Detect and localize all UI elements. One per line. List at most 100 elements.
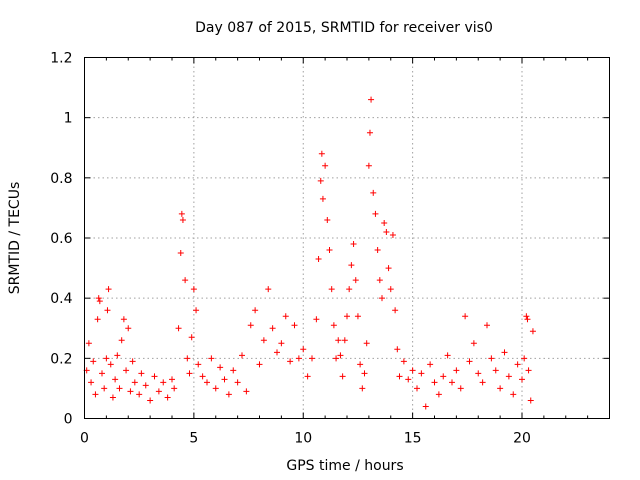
data-point xyxy=(330,322,337,329)
data-point xyxy=(92,391,99,398)
data-point xyxy=(109,394,116,401)
data-point xyxy=(212,385,219,392)
data-point xyxy=(309,355,315,362)
data-point xyxy=(328,286,335,293)
data-point xyxy=(243,388,250,395)
y-tick-label: 1 xyxy=(64,111,73,127)
data-point xyxy=(265,286,272,293)
data-point xyxy=(269,325,276,332)
data-point xyxy=(112,376,119,383)
data-point xyxy=(389,231,396,238)
data-point xyxy=(366,129,373,136)
data-point xyxy=(519,376,525,383)
data-point xyxy=(505,373,512,380)
data-point xyxy=(105,286,112,293)
data-point xyxy=(346,286,353,293)
data-point xyxy=(475,370,482,377)
data-point xyxy=(374,247,381,254)
data-point xyxy=(405,376,412,383)
data-point xyxy=(142,382,149,389)
data-point xyxy=(492,367,499,374)
data-point xyxy=(322,162,329,169)
data-point xyxy=(470,340,477,347)
data-point xyxy=(256,361,263,368)
data-point xyxy=(326,247,333,254)
data-point xyxy=(188,334,195,341)
y-tick-label: 0.4 xyxy=(50,291,72,307)
data-point xyxy=(177,250,184,257)
data-point xyxy=(514,361,521,368)
data-point xyxy=(319,195,326,202)
data-point xyxy=(385,265,392,272)
data-point xyxy=(247,322,254,329)
data-point xyxy=(381,219,388,226)
data-point xyxy=(440,373,447,380)
data-point xyxy=(341,337,348,344)
data-point xyxy=(365,162,372,169)
data-point xyxy=(361,370,368,377)
data-point xyxy=(182,277,189,284)
data-point xyxy=(116,385,123,392)
data-point xyxy=(462,313,469,320)
data-point xyxy=(99,370,105,377)
data-point xyxy=(282,313,289,320)
data-point xyxy=(103,355,110,362)
data-point xyxy=(171,385,178,392)
data-point xyxy=(127,388,134,395)
data-point xyxy=(376,277,383,284)
chart-title: Day 087 of 2015, SRMTID for receiver vis… xyxy=(195,20,493,36)
y-tick-label: 1.2 xyxy=(50,51,72,67)
data-point xyxy=(291,322,298,329)
data-point xyxy=(383,228,390,235)
data-point xyxy=(85,340,92,347)
y-tick-label: 0.8 xyxy=(50,171,72,187)
data-point xyxy=(129,358,136,365)
data-point xyxy=(392,307,399,314)
data-point xyxy=(208,355,215,362)
data-point xyxy=(521,355,528,362)
data-point xyxy=(352,277,359,284)
data-point xyxy=(372,210,379,217)
data-point xyxy=(357,361,364,368)
data-point xyxy=(151,373,158,380)
data-point xyxy=(199,373,206,380)
x-axis-label: GPS time / hours xyxy=(286,458,403,474)
data-point xyxy=(488,355,495,362)
data-point xyxy=(104,307,111,314)
data-point xyxy=(195,361,202,368)
data-point xyxy=(131,379,138,386)
data-point xyxy=(95,295,102,302)
data-point xyxy=(394,346,401,353)
data-point xyxy=(96,298,103,305)
y-tick-labels: 0 0.2 0.4 0.6 0.8 1 1.2 xyxy=(50,51,72,428)
data-point xyxy=(400,358,407,365)
data-point xyxy=(337,352,344,359)
x-tick-label: 15 xyxy=(404,431,422,447)
y-tick-label: 0 xyxy=(64,412,73,428)
data-point xyxy=(427,361,434,368)
data-point xyxy=(529,328,536,335)
y-axis-label: SRMTID / TECUs xyxy=(7,182,23,295)
data-point xyxy=(234,379,241,386)
data-point xyxy=(120,316,127,323)
data-point xyxy=(422,403,429,410)
data-point xyxy=(230,367,237,374)
x-tick-labels: 0 5 10 15 20 xyxy=(80,431,531,447)
data-point xyxy=(169,376,175,383)
data-point xyxy=(90,358,97,365)
data-point xyxy=(155,388,162,395)
data-point xyxy=(204,379,210,386)
data-point xyxy=(138,370,145,377)
data-point xyxy=(118,337,125,344)
data-point xyxy=(107,361,114,368)
data-point xyxy=(363,340,370,347)
data-point xyxy=(359,385,366,392)
data-point xyxy=(453,367,460,374)
data-point xyxy=(164,394,171,401)
data-point xyxy=(324,216,331,223)
data-point xyxy=(414,385,420,392)
data-point xyxy=(193,307,200,314)
data-point xyxy=(333,355,340,362)
data-point xyxy=(368,96,375,103)
